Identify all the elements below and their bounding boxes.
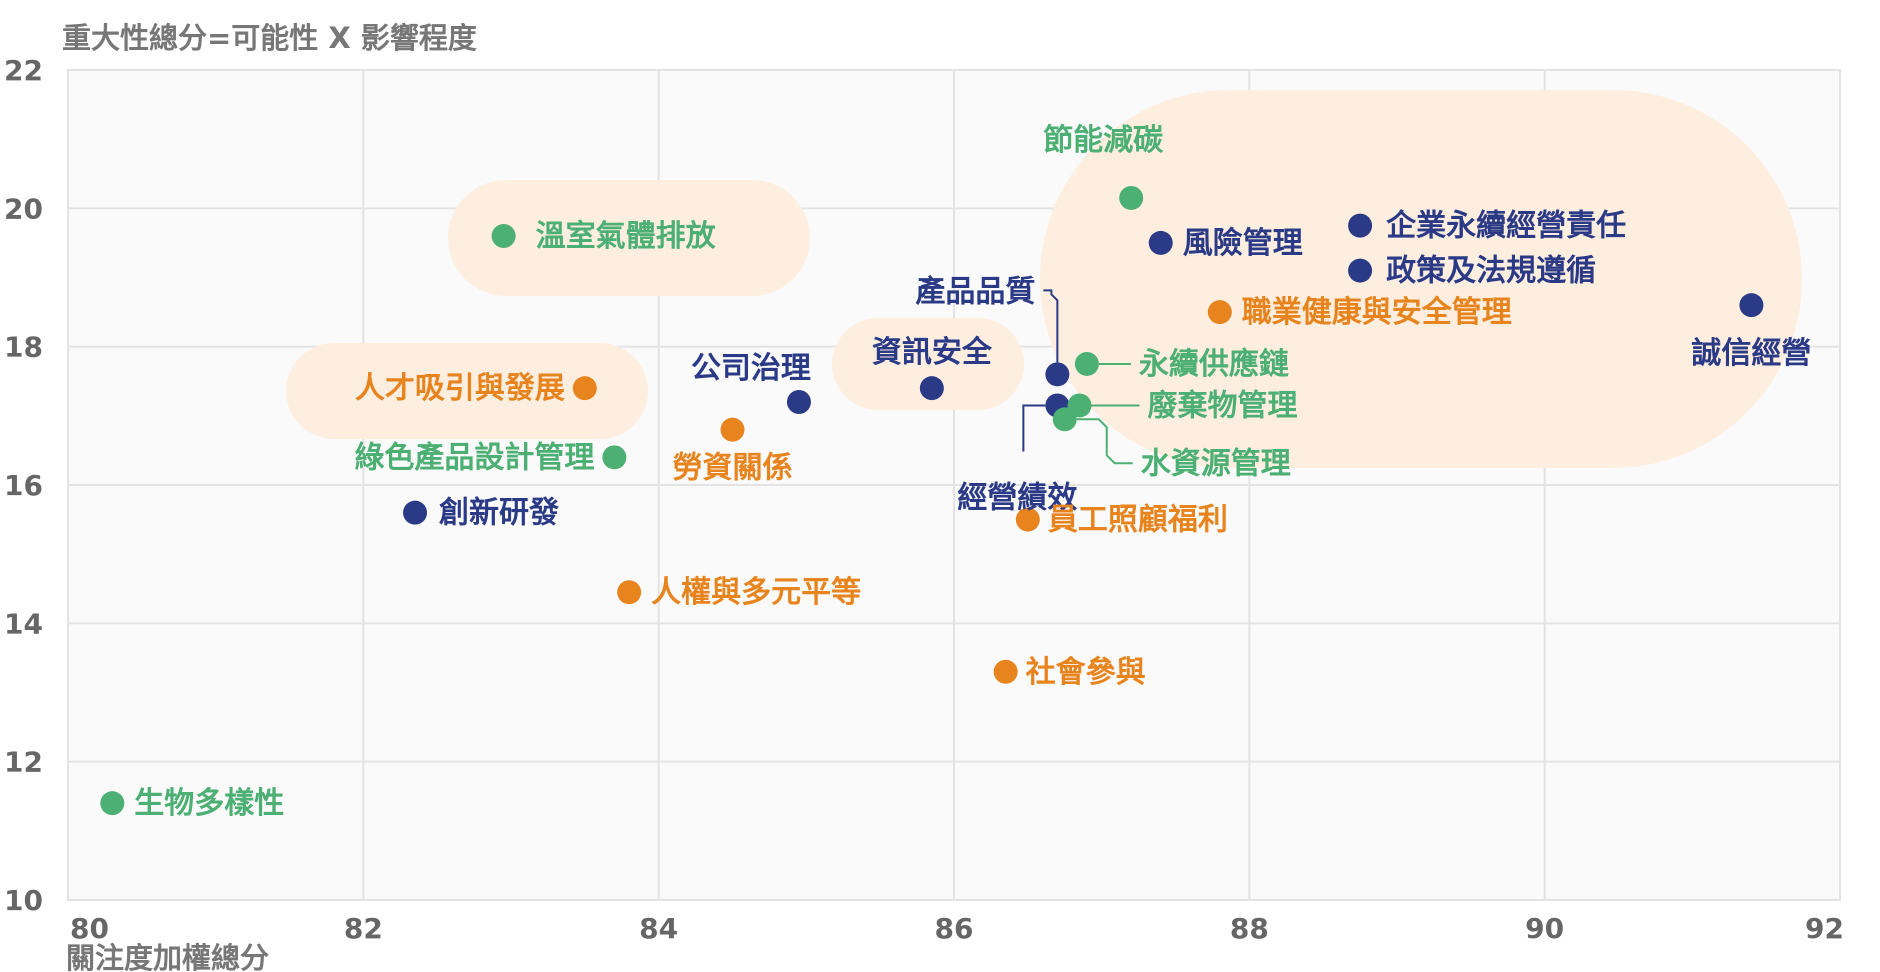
- grid-lines: [67, 69, 1841, 901]
- x-tick-label: 82: [344, 912, 383, 945]
- point-label: 節能減碳: [1043, 123, 1164, 158]
- point-marker: [1348, 258, 1373, 283]
- y-tick-label: 18: [4, 331, 43, 364]
- point-marker: [100, 791, 125, 816]
- y-tick-label: 16: [4, 469, 43, 502]
- point-label: 資訊安全: [872, 335, 993, 370]
- point-marker: [491, 224, 516, 248]
- highlight-infosec: [832, 318, 1024, 410]
- axis-tick-labels: 80 82 84 86 88 90 92 10 12 14 16 18 20 22: [4, 54, 1844, 945]
- point-marker: [1348, 213, 1373, 238]
- highlight-regions: [286, 90, 1802, 468]
- point-label: 公司治理: [691, 351, 811, 386]
- y-tick-label: 12: [4, 746, 43, 779]
- point-marker: [1739, 293, 1764, 318]
- x-tick-label: 88: [1230, 912, 1269, 945]
- leader-line: [1043, 289, 1059, 363]
- point-marker: [1015, 507, 1040, 532]
- point-label: 溫室氣體排放: [536, 219, 717, 254]
- point-label: 誠信經營: [1691, 336, 1811, 371]
- point-marker: [1207, 300, 1232, 325]
- leader-line: [1022, 404, 1046, 452]
- point-label: 人才吸引與發展: [355, 371, 565, 406]
- highlight-ghg: [448, 180, 810, 296]
- point-label: 人權與多元平等: [651, 575, 861, 610]
- point-label: 風險管理: [1183, 226, 1303, 261]
- point-label: 社會參與: [1026, 655, 1146, 690]
- point-marker: [1074, 351, 1099, 376]
- y-axis-title: 重大性總分=可能性 X 影響程度: [62, 21, 477, 55]
- data-points: [100, 185, 1764, 816]
- point-marker: [786, 390, 811, 414]
- point-label: 廢棄物管理: [1148, 388, 1298, 423]
- highlight-top-right: [1040, 90, 1802, 468]
- point-marker: [993, 659, 1018, 684]
- leader-line: [1076, 418, 1133, 465]
- point-marker: [572, 376, 597, 401]
- point-label: 生物多樣性: [134, 786, 284, 821]
- highlight-talent: [286, 343, 648, 439]
- x-tick-label: 80: [70, 912, 109, 945]
- point-label: 產品品質: [915, 274, 1035, 309]
- point-marker: [617, 580, 642, 605]
- y-tick-label: 14: [4, 607, 43, 640]
- point-label: 企業永續經營責任: [1386, 209, 1626, 244]
- point-label: 綠色產品設計管理: [354, 440, 594, 475]
- point-marker: [403, 500, 428, 525]
- point-marker: [1045, 362, 1070, 387]
- point-label: 水資源管理: [1141, 446, 1291, 481]
- point-marker: [720, 417, 745, 442]
- point-label: 政策及法規遵循: [1386, 254, 1596, 289]
- y-tick-label: 10: [4, 884, 43, 917]
- point-marker: [1148, 230, 1173, 255]
- x-tick-label: 92: [1805, 912, 1844, 945]
- x-tick-label: 86: [935, 912, 974, 945]
- point-marker: [1052, 407, 1077, 432]
- leader-lines: [1022, 289, 1140, 465]
- point-label: 員工照顧福利: [1048, 503, 1228, 538]
- x-tick-label: 84: [639, 912, 678, 945]
- point-label: 職業健康與安全管理: [1242, 295, 1512, 330]
- point-label: 經營績效: [957, 480, 1077, 515]
- point-label: 創新研發: [439, 496, 559, 531]
- x-axis-title: 關注度加權總分: [66, 941, 269, 972]
- point-marker: [919, 376, 944, 401]
- point-label: 勞資關係: [673, 451, 793, 486]
- x-tick-label: 90: [1525, 912, 1564, 945]
- point-marker: [602, 445, 627, 470]
- point-label: 永續供應鏈: [1139, 347, 1289, 382]
- point-marker: [1119, 185, 1144, 210]
- y-tick-label: 20: [4, 192, 43, 225]
- y-tick-label: 22: [4, 54, 43, 87]
